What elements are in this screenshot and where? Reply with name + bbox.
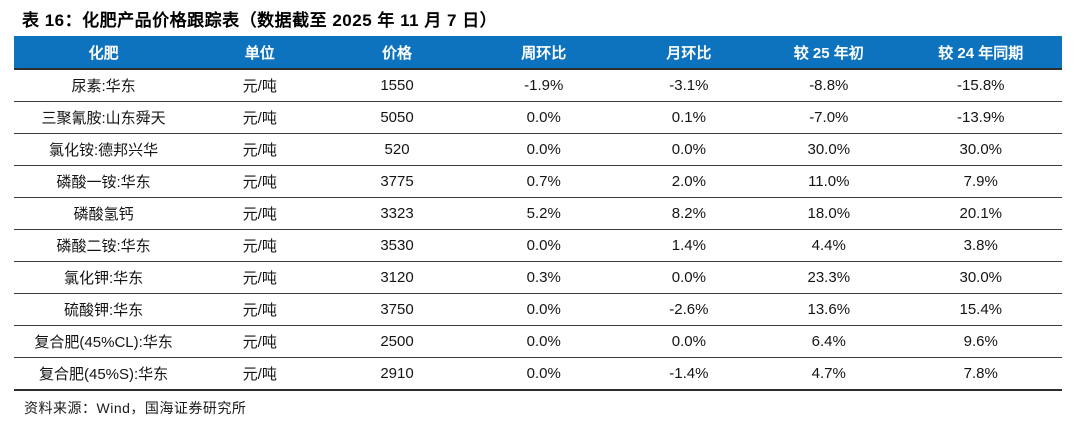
cell-ytd: 6.4%: [758, 325, 900, 358]
cell-yoy: 9.6%: [899, 325, 1062, 358]
table-title: 表 16：化肥产品价格跟踪表（数据截至 2025 年 11 月 7 日）: [22, 11, 498, 30]
cell-mom: 0.1%: [619, 101, 759, 134]
cell-wow: 0.0%: [467, 101, 620, 134]
cell-wow: 0.0%: [467, 293, 620, 326]
cell-yoy: 20.1%: [899, 197, 1062, 230]
table-row: 磷酸一铵:华东 元/吨 3775 0.7% 2.0% 11.0% 7.9%: [14, 165, 1062, 198]
cell-price: 3120: [326, 261, 468, 294]
cell-product: 氯化钾:华东: [14, 261, 194, 294]
cell-price: 3530: [326, 229, 468, 262]
cell-mom: -1.4%: [619, 357, 759, 391]
cell-yoy: -13.9%: [899, 101, 1062, 134]
cell-ytd: -7.0%: [758, 101, 900, 134]
fertilizer-price-table: 化肥 单位 价格 周环比 月环比 较 25 年初 较 24 年同期 尿素:华东 …: [14, 36, 1062, 391]
cell-price: 1550: [326, 69, 468, 102]
table-row: 磷酸二铵:华东 元/吨 3530 0.0% 1.4% 4.4% 3.8%: [14, 229, 1062, 262]
cell-unit: 元/吨: [193, 197, 327, 230]
cell-yoy: 15.4%: [899, 293, 1062, 326]
cell-unit: 元/吨: [193, 101, 327, 134]
cell-wow: 0.7%: [467, 165, 620, 198]
cell-unit: 元/吨: [193, 69, 327, 102]
cell-mom: 0.0%: [619, 261, 759, 294]
cell-product: 磷酸氢钙: [14, 197, 194, 230]
cell-price: 2910: [326, 357, 468, 391]
cell-ytd: 11.0%: [758, 165, 900, 198]
cell-product: 三聚氰胺:山东舜天: [14, 101, 194, 134]
cell-mom: 0.0%: [619, 325, 759, 358]
cell-mom: 0.0%: [619, 133, 759, 166]
cell-yoy: 30.0%: [899, 133, 1062, 166]
cell-mom: -3.1%: [619, 69, 759, 102]
cell-product: 氯化铵:德邦兴华: [14, 133, 194, 166]
cell-product: 尿素:华东: [14, 69, 194, 102]
cell-unit: 元/吨: [193, 325, 327, 358]
cell-unit: 元/吨: [193, 293, 327, 326]
cell-wow: 0.0%: [467, 357, 620, 391]
cell-ytd: 23.3%: [758, 261, 900, 294]
cell-wow: 0.0%: [467, 133, 620, 166]
cell-price: 3323: [326, 197, 468, 230]
table-row: 尿素:华东 元/吨 1550 -1.9% -3.1% -8.8% -15.8%: [14, 69, 1062, 102]
cell-product: 复合肥(45%CL):华东: [14, 325, 194, 358]
cell-yoy: 7.8%: [899, 357, 1062, 391]
cell-unit: 元/吨: [193, 133, 327, 166]
cell-ytd: 18.0%: [758, 197, 900, 230]
table-row: 复合肥(45%S):华东 元/吨 2910 0.0% -1.4% 4.7% 7.…: [14, 357, 1062, 391]
cell-wow: 0.0%: [467, 325, 620, 358]
cell-mom: 1.4%: [619, 229, 759, 262]
cell-ytd: 4.7%: [758, 357, 900, 391]
cell-ytd: -8.8%: [758, 69, 900, 102]
cell-price: 3750: [326, 293, 468, 326]
cell-yoy: 30.0%: [899, 261, 1062, 294]
cell-mom: 2.0%: [619, 165, 759, 198]
column-header-product: 化肥: [14, 36, 194, 70]
column-header-yoy: 较 24 年同期: [899, 36, 1062, 70]
table-row: 三聚氰胺:山东舜天 元/吨 5050 0.0% 0.1% -7.0% -13.9…: [14, 101, 1062, 134]
table-row: 氯化钾:华东 元/吨 3120 0.3% 0.0% 23.3% 30.0%: [14, 261, 1062, 294]
table-row: 复合肥(45%CL):华东 元/吨 2500 0.0% 0.0% 6.4% 9.…: [14, 325, 1062, 358]
cell-unit: 元/吨: [193, 165, 327, 198]
source-note: 资料来源：Wind，国海证券研究所: [24, 400, 247, 416]
cell-unit: 元/吨: [193, 261, 327, 294]
cell-price: 2500: [326, 325, 468, 358]
table-row: 硫酸钾:华东 元/吨 3750 0.0% -2.6% 13.6% 15.4%: [14, 293, 1062, 326]
column-header-mom: 月环比: [619, 36, 759, 70]
cell-ytd: 4.4%: [758, 229, 900, 262]
table-row: 磷酸氢钙 元/吨 3323 5.2% 8.2% 18.0% 20.1%: [14, 197, 1062, 230]
column-header-price: 价格: [326, 36, 468, 70]
table-row: 氯化铵:德邦兴华 元/吨 520 0.0% 0.0% 30.0% 30.0%: [14, 133, 1062, 166]
cell-product: 磷酸二铵:华东: [14, 229, 194, 262]
cell-yoy: -15.8%: [899, 69, 1062, 102]
cell-wow: -1.9%: [467, 69, 620, 102]
column-header-ytd: 较 25 年初: [758, 36, 900, 70]
cell-wow: 5.2%: [467, 197, 620, 230]
cell-product: 磷酸一铵:华东: [14, 165, 194, 198]
cell-product: 复合肥(45%S):华东: [14, 357, 194, 391]
column-header-unit: 单位: [193, 36, 327, 70]
header-row: 化肥 单位 价格 周环比 月环比 较 25 年初 较 24 年同期: [14, 36, 1062, 70]
cell-mom: 8.2%: [619, 197, 759, 230]
cell-ytd: 30.0%: [758, 133, 900, 166]
cell-price: 5050: [326, 101, 468, 134]
cell-yoy: 7.9%: [899, 165, 1062, 198]
cell-wow: 0.0%: [467, 229, 620, 262]
cell-unit: 元/吨: [193, 357, 327, 391]
cell-price: 520: [326, 133, 468, 166]
cell-wow: 0.3%: [467, 261, 620, 294]
cell-unit: 元/吨: [193, 229, 327, 262]
cell-price: 3775: [326, 165, 468, 198]
cell-ytd: 13.6%: [758, 293, 900, 326]
cell-product: 硫酸钾:华东: [14, 293, 194, 326]
cell-mom: -2.6%: [619, 293, 759, 326]
cell-yoy: 3.8%: [899, 229, 1062, 262]
column-header-wow: 周环比: [467, 36, 620, 70]
